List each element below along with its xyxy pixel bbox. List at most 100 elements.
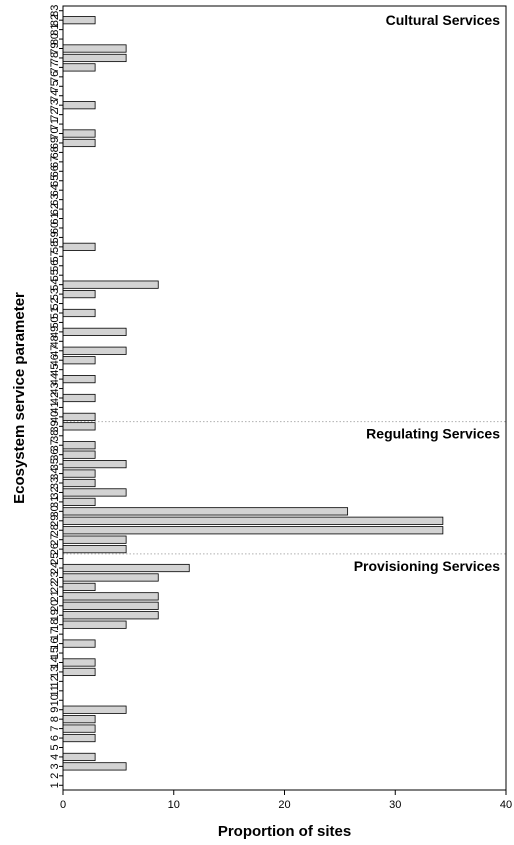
y-tick-label-36: 36 (49, 449, 61, 461)
y-tick-label-82: 82 (49, 14, 61, 26)
bar-44 (62, 375, 96, 384)
bar-49 (62, 327, 127, 336)
y-tick-label-44: 44 (49, 373, 61, 385)
bar-18 (62, 620, 127, 629)
bar-7 (62, 724, 96, 733)
bar-30 (62, 507, 349, 516)
section-labels: Cultural Services Regulating Services Pr… (354, 12, 501, 574)
y-tick-label-45: 45 (49, 364, 61, 376)
bar-70 (62, 129, 96, 138)
y-tick-label-30: 30 (49, 505, 61, 517)
bar-20 (62, 601, 159, 610)
y-tick-label-23: 23 (49, 571, 61, 583)
y-axis-title: Ecosystem service parameter (11, 292, 28, 504)
y-tick-label-28: 28 (49, 524, 61, 536)
y-tick-label-41: 41 (49, 401, 61, 413)
y-tick-label-64: 64 (49, 184, 61, 196)
bar-23 (62, 573, 159, 582)
y-tick-label-38: 38 (49, 430, 61, 442)
x-axis-title: Proportion of sites (218, 823, 351, 840)
y-tick-label-73: 73 (49, 99, 61, 111)
section-label-cultural: Cultural Services (386, 12, 501, 28)
y-tick-label-2: 2 (49, 773, 61, 779)
y-tick-label-70: 70 (49, 127, 61, 139)
bar-37 (62, 441, 96, 450)
bar-58 (62, 242, 96, 251)
bar-39 (62, 422, 96, 431)
bar-82 (62, 16, 96, 25)
bar-29 (62, 516, 444, 525)
y-tick-label-16: 16 (49, 637, 61, 649)
bar-24 (62, 563, 190, 573)
y-tick-label-69: 69 (49, 137, 61, 149)
bar-34 (62, 469, 96, 478)
bar-6 (62, 733, 96, 743)
y-tick-label-53: 53 (49, 288, 61, 300)
bar-54 (62, 280, 159, 289)
bar-51 (62, 308, 96, 318)
section-label-provisioning: Provisioning Services (354, 558, 500, 574)
bar-35 (62, 460, 127, 469)
y-tick-label-67: 67 (49, 156, 61, 168)
y-tick-label-43: 43 (49, 382, 61, 394)
y-tick-label-76: 76 (49, 71, 61, 83)
bar-16 (62, 639, 96, 648)
y-tick-label-71: 71 (49, 118, 61, 130)
y-tick-label-19: 19 (49, 609, 61, 621)
y-tick-label-5: 5 (49, 744, 61, 750)
y-tick-label-15: 15 (49, 647, 61, 659)
section-label-regulating: Regulating Services (366, 426, 500, 442)
bar-33 (62, 478, 96, 488)
y-tick-label-47: 47 (49, 345, 61, 357)
x-axis: 0 10 20 30 40 (60, 5, 512, 811)
y-tick-label-49: 49 (49, 326, 61, 338)
section-dividers (63, 421, 506, 555)
y-tick-label-55: 55 (49, 269, 61, 281)
y-tick-label-59: 59 (49, 231, 61, 243)
bar-8 (62, 715, 96, 724)
y-tick-label-39: 39 (49, 420, 61, 432)
y-tick-label-7: 7 (49, 726, 61, 732)
bars-group (62, 16, 444, 771)
y-tick-label-83: 83 (49, 5, 61, 17)
x-tick-label-0: 0 (60, 799, 66, 811)
bar-73 (62, 101, 96, 110)
bar-19 (62, 611, 159, 620)
y-tick-label-27: 27 (49, 534, 61, 546)
y-tick-label-32: 32 (49, 486, 61, 498)
y-tick-label-62: 62 (49, 203, 61, 215)
y-tick-label-40: 40 (49, 411, 61, 423)
x-tick-label-30: 30 (389, 799, 401, 811)
bar-36 (62, 450, 96, 459)
bar-32 (62, 488, 127, 497)
y-tick-label-57: 57 (49, 250, 61, 262)
y-axis: 1234567891011121314151617181920212223242… (49, 5, 63, 788)
y-tick-label-60: 60 (49, 222, 61, 234)
plot-frame (62, 5, 507, 791)
y-tick-label-56: 56 (49, 260, 61, 272)
y-tick-label-29: 29 (49, 515, 61, 527)
bar-9 (62, 705, 127, 714)
bar-21 (62, 592, 159, 601)
bar-79 (62, 44, 127, 53)
bar-26 (62, 545, 127, 554)
bar-53 (62, 290, 96, 299)
bar-4 (62, 752, 96, 762)
bar-40 (62, 412, 96, 421)
bar-13 (62, 667, 96, 677)
y-tick-label-80: 80 (49, 33, 61, 45)
y-tick-label-46: 46 (49, 354, 61, 366)
y-tick-label-20: 20 (49, 600, 61, 612)
y-tick-label-9: 9 (49, 707, 61, 713)
x-tick-label-20: 20 (278, 799, 290, 811)
y-tick-label-79: 79 (49, 42, 61, 54)
y-tick-label-50: 50 (49, 316, 61, 328)
y-tick-label-17: 17 (49, 628, 61, 640)
y-tick-label-13: 13 (49, 666, 61, 678)
y-tick-label-81: 81 (49, 23, 61, 35)
bar-77 (62, 63, 96, 72)
y-tick-label-72: 72 (49, 109, 61, 121)
y-tick-label-33: 33 (49, 477, 61, 489)
y-tick-label-74: 74 (49, 90, 61, 102)
y-tick-label-8: 8 (49, 716, 61, 722)
